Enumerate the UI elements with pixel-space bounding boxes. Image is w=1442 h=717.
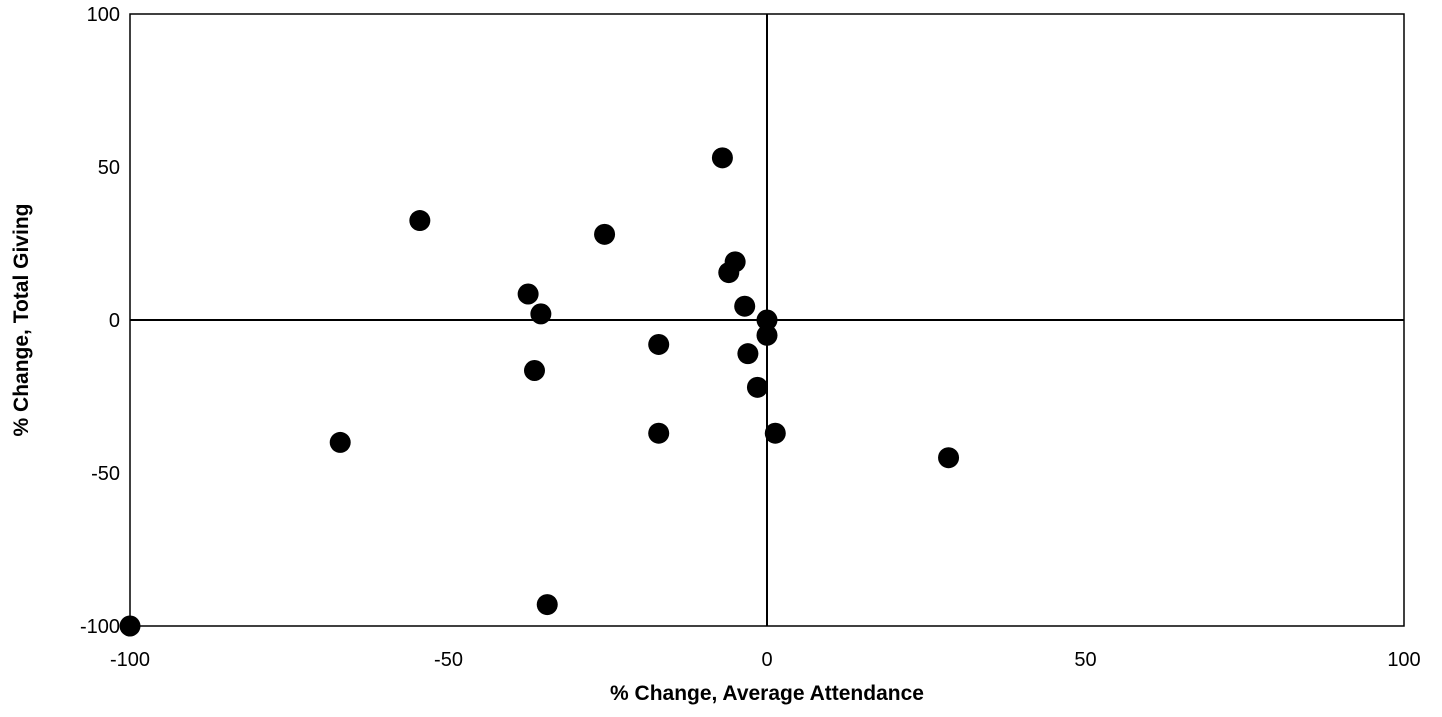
data-point (594, 223, 616, 245)
data-point (648, 422, 670, 444)
data-point (756, 324, 778, 346)
x-tick-label: 0 (761, 649, 772, 671)
data-point (764, 422, 786, 444)
data-point (648, 333, 670, 355)
data-point (517, 283, 539, 305)
data-point (746, 376, 768, 398)
data-point (329, 431, 351, 453)
data-point (530, 303, 552, 325)
data-point (718, 262, 740, 284)
y-tick-label: -100 (80, 616, 120, 638)
data-point (119, 615, 141, 637)
data-point (737, 343, 759, 365)
data-point (409, 210, 431, 232)
y-axis-title: % Change, Total Giving (10, 204, 33, 437)
x-tick-label: -50 (434, 649, 463, 671)
data-point (734, 295, 756, 317)
x-axis-title: % Change, Average Attendance (610, 682, 924, 705)
y-tick-label: 50 (98, 157, 120, 179)
data-point (938, 447, 960, 469)
data-point (756, 309, 778, 331)
x-tick-label: -100 (110, 649, 150, 671)
y-tick-label: 0 (109, 310, 120, 332)
x-tick-label: 50 (1074, 649, 1096, 671)
y-tick-label: 100 (87, 4, 120, 26)
x-tick-label: 100 (1387, 649, 1420, 671)
data-point (523, 359, 545, 381)
data-point (536, 594, 558, 616)
data-point (711, 147, 733, 169)
y-tick-label: -50 (91, 463, 120, 485)
